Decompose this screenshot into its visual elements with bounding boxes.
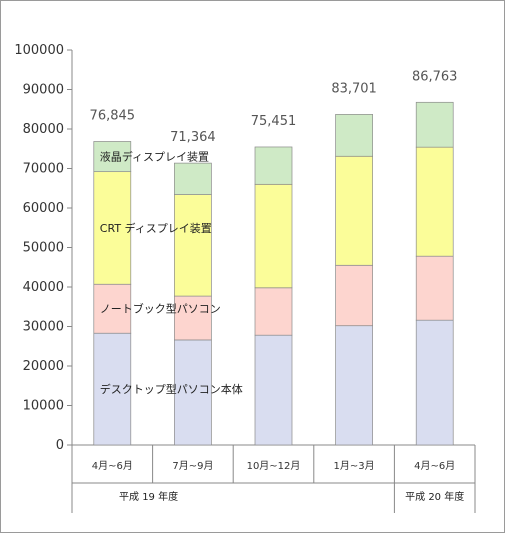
group-label: 平成 20 年度 xyxy=(405,490,464,503)
series-label-3: 液晶ディスプレイ装置 xyxy=(100,150,209,164)
bar-segment-0 xyxy=(93,332,132,446)
y-tick-label: 60000 xyxy=(23,201,64,216)
group-labels: 平成 19 年度 平成 20 年度 xyxy=(119,490,464,503)
total-label: 75,451 xyxy=(251,114,297,129)
total-label: 71,364 xyxy=(170,130,216,145)
bar-segment-0 xyxy=(415,319,454,446)
category-label: 4月~6月 xyxy=(414,460,455,472)
bar-segment-2 xyxy=(415,146,454,257)
bar-segment-1 xyxy=(174,295,212,341)
category-labels: 4月~6月 7月~9月 10月~12月 1月~3月 4月~6月 xyxy=(92,460,456,472)
bar-segment-1 xyxy=(335,264,373,327)
y-tick-label: 40000 xyxy=(23,280,64,295)
bar-segment-2 xyxy=(93,171,132,285)
y-tick-label: 20000 xyxy=(23,359,64,374)
y-tick-label: 80000 xyxy=(23,122,64,137)
y-tick-label: 100000 xyxy=(14,43,64,58)
bar-segment-3 xyxy=(335,114,373,157)
bar-segment-2 xyxy=(174,194,212,297)
bar-segment-0 xyxy=(254,334,293,446)
bar-segment-2 xyxy=(254,183,293,289)
bar-segment-1 xyxy=(254,287,293,336)
series-label-1: ノートブック型パソコン xyxy=(100,302,221,316)
bar-segment-0 xyxy=(335,325,373,446)
total-labels: 76,845 71,364 75,451 83,701 86,763 xyxy=(90,69,458,145)
bar-segment-3 xyxy=(254,146,293,185)
y-tick-label: 90000 xyxy=(23,83,64,98)
y-tick-label: 50000 xyxy=(23,241,64,256)
category-label: 10月~12月 xyxy=(247,460,301,472)
category-label: 4月~6月 xyxy=(92,460,133,472)
bar-segment-1 xyxy=(93,283,132,334)
total-label: 76,845 xyxy=(90,108,136,123)
bar-segment-1 xyxy=(415,255,454,321)
bars xyxy=(93,101,454,446)
bar-segment-0 xyxy=(174,339,212,446)
bar-segment-3 xyxy=(415,101,454,148)
series-label-0: デスクトップ型パソコン本体 xyxy=(100,382,243,396)
y-tick-label: 70000 xyxy=(23,162,64,177)
bar-segment-3 xyxy=(174,162,212,195)
y-tick-label: 10000 xyxy=(23,399,64,414)
series-label-2: CRT ディスプレイ装置 xyxy=(100,221,212,235)
bar-segment-2 xyxy=(335,155,373,266)
bar-segment-3 xyxy=(93,141,132,173)
category-label: 1月~3月 xyxy=(334,460,375,472)
y-tick-label: 30000 xyxy=(23,320,64,335)
group-label: 平成 19 年度 xyxy=(119,490,178,503)
total-label: 83,701 xyxy=(331,81,377,96)
y-tick-label: 0 xyxy=(56,438,64,453)
y-axis-ticks: 0 10000 20000 30000 40000 50000 60000 70000 8000… xyxy=(14,43,72,453)
category-label: 7月~9月 xyxy=(172,460,213,472)
total-label: 86,763 xyxy=(412,69,458,84)
